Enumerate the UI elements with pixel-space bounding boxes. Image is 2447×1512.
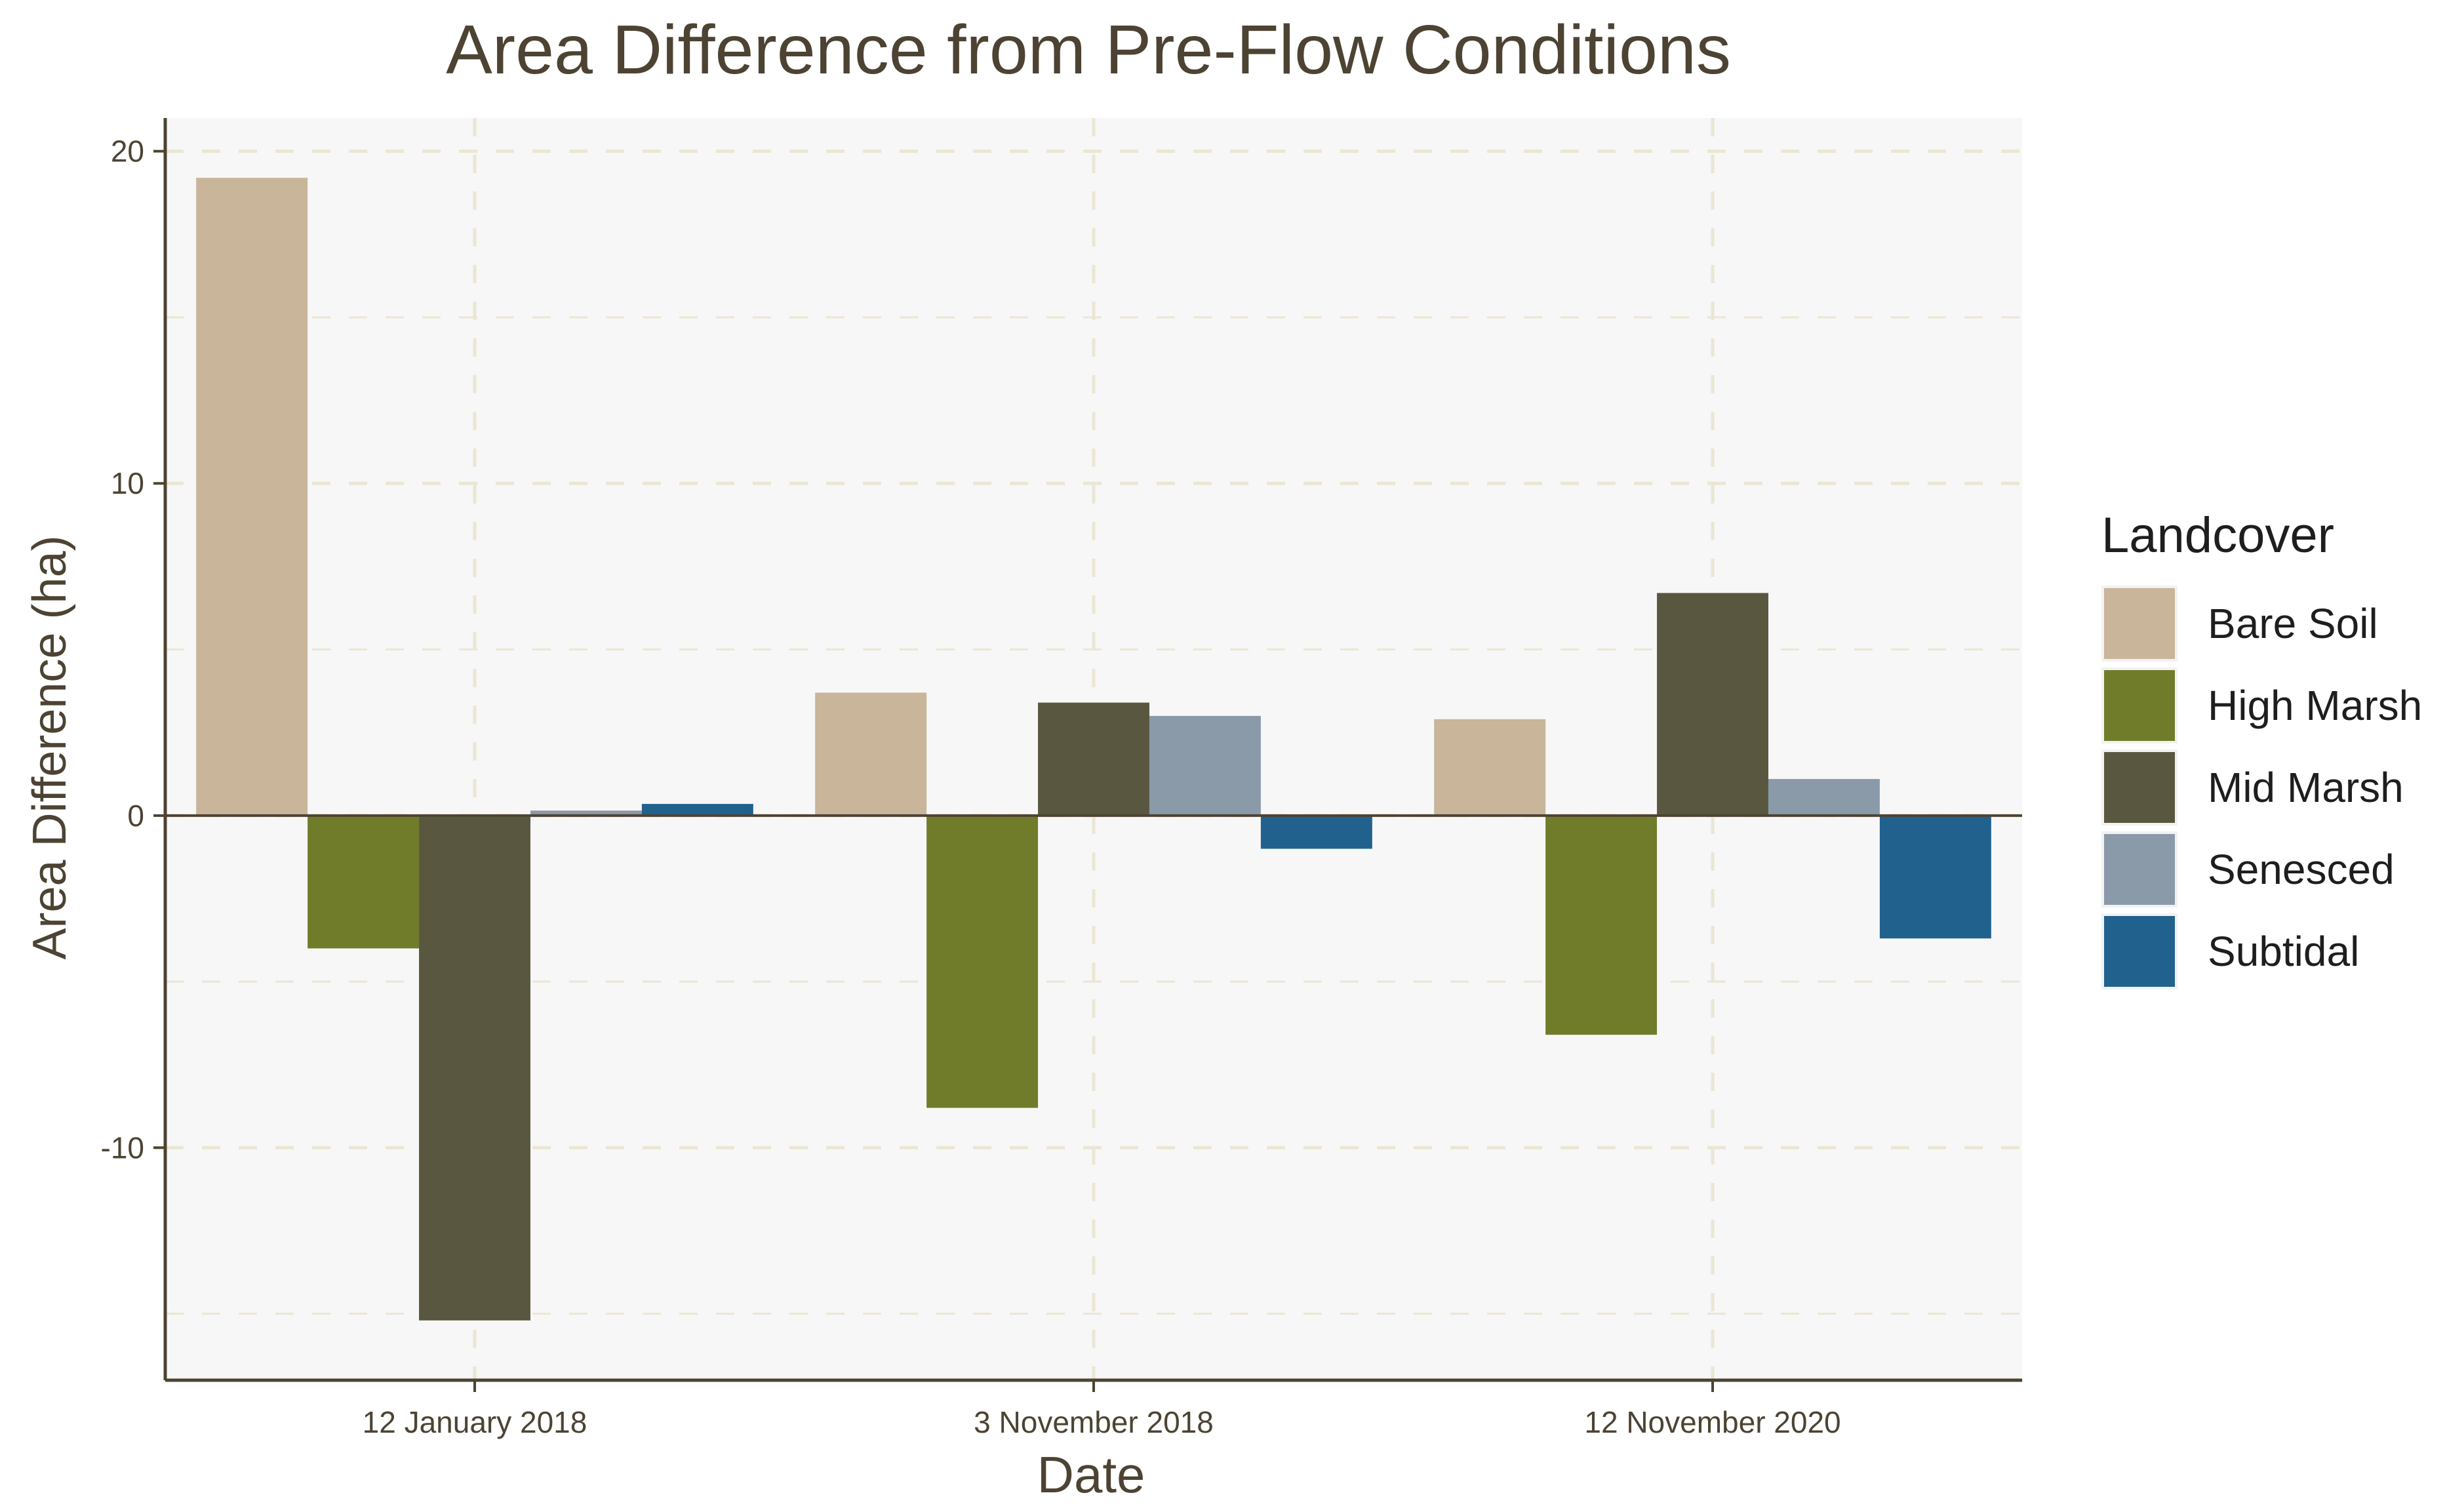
bar-high-marsh — [926, 815, 1039, 1108]
legend-label: High Marsh — [2208, 682, 2422, 729]
bar-subtidal — [1879, 815, 1991, 939]
bar-senesced — [530, 810, 642, 816]
x-tick-label: 3 November 2018 — [974, 1405, 1214, 1439]
legend-swatch-senesced — [2104, 834, 2175, 905]
bar-high-marsh — [1545, 815, 1658, 1035]
x-tick-label: 12 November 2020 — [1584, 1405, 1840, 1439]
legend-label: Bare Soil — [2208, 600, 2378, 647]
bar-senesced — [1149, 715, 1261, 816]
bar-bare-soil — [1434, 719, 1546, 816]
chart-title: Area Difference from Pre-Flow Conditions — [446, 11, 1731, 89]
legend-items: Bare Soil High Marsh Mid Marsh Senesced Subt… — [2101, 586, 2422, 989]
bar-bare-soil — [815, 692, 927, 816]
bars — [196, 178, 1991, 1321]
legend-item-subtidal: Subtidal — [2101, 913, 2359, 989]
legend-title: Landcover — [2101, 507, 2334, 563]
bar-bare-soil — [196, 178, 308, 816]
legend-item-high-marsh: High Marsh — [2101, 667, 2422, 744]
y-tick-label: 10 — [111, 466, 144, 500]
legend-swatch-mid-marsh — [2104, 752, 2175, 823]
legend-item-mid-marsh: Mid Marsh — [2101, 749, 2404, 826]
legend-swatch-high-marsh — [2104, 670, 2175, 741]
axes: -10 0 10 20 12 January 2018 3 November 2018 12… — [101, 118, 2022, 1439]
legend-label: Mid Marsh — [2208, 764, 2404, 811]
y-tick-label: -10 — [101, 1130, 144, 1164]
bar-subtidal — [641, 804, 753, 816]
y-tick-label: 0 — [127, 799, 144, 833]
bar-mid-marsh — [1657, 593, 1768, 816]
bar-subtidal — [1260, 815, 1372, 849]
legend-swatch-subtidal — [2104, 916, 2175, 987]
legend-swatch-bare-soil — [2104, 588, 2175, 659]
y-axis-title: Area Difference (ha) — [24, 536, 76, 960]
bar-senesced — [1768, 779, 1880, 816]
bar-mid-marsh — [419, 815, 530, 1321]
legend-label: Subtidal — [2208, 928, 2359, 975]
bar-mid-marsh — [1038, 702, 1149, 816]
x-tick-label: 12 January 2018 — [363, 1405, 587, 1439]
y-tick-label: 20 — [111, 134, 144, 169]
x-axis-title: Date — [1037, 1446, 1145, 1503]
legend-item-bare-soil: Bare Soil — [2101, 586, 2378, 662]
legend: Landcover Bare Soil High Marsh Mid Marsh Se… — [2101, 507, 2422, 989]
bar-high-marsh — [308, 815, 420, 949]
legend-label: Senesced — [2208, 846, 2395, 893]
legend-item-senesced: Senesced — [2101, 831, 2395, 907]
